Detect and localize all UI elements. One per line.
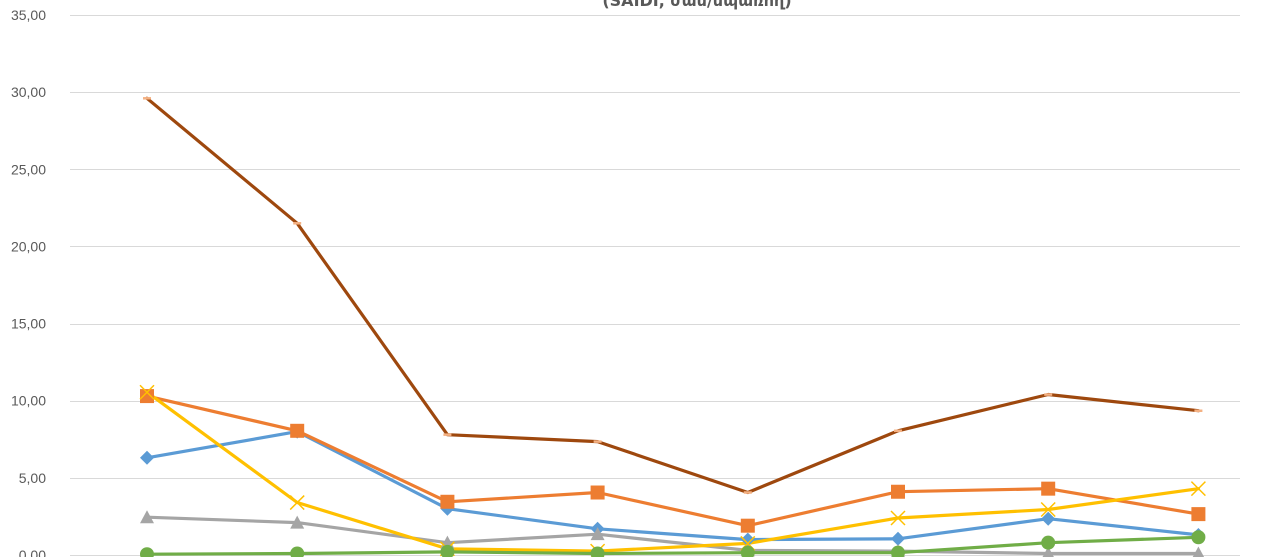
data-point-marker — [140, 547, 154, 557]
series-line-2 — [145, 394, 1201, 528]
chart-title: (SAIDI, ժամ/սպառող) — [602, 0, 791, 10]
data-point-marker — [1041, 481, 1056, 496]
data-point-marker — [290, 423, 305, 438]
data-point-marker — [290, 546, 305, 557]
data-point-marker — [140, 389, 154, 404]
data-point-marker — [1040, 501, 1056, 518]
data-point-marker — [140, 510, 154, 524]
series-line-6 — [145, 96, 1201, 495]
data-point-marker — [1190, 481, 1206, 497]
data-point-marker — [1041, 511, 1056, 526]
data-point-marker — [139, 384, 155, 400]
series-line-5 — [145, 535, 1201, 556]
data-point-marker — [1191, 530, 1206, 545]
series-line-3 — [145, 515, 1201, 556]
data-point-marker — [1192, 546, 1205, 557]
y-tick-label: 0,00 — [19, 547, 46, 557]
data-point-marker — [590, 527, 605, 541]
data-point-marker — [1041, 535, 1056, 550]
y-tick-label: 35,00 — [11, 7, 46, 23]
y-tick-label: 15,00 — [11, 316, 46, 332]
data-point-marker — [289, 495, 305, 511]
series-markers — [139, 97, 1206, 557]
data-point-marker — [590, 546, 605, 557]
data-point-marker — [891, 531, 905, 546]
series-line-4 — [145, 390, 1201, 553]
data-point-marker — [890, 510, 906, 526]
y-tick-label: 10,00 — [11, 393, 46, 409]
y-tick-label: 30,00 — [11, 84, 46, 100]
y-tick-label: 20,00 — [11, 238, 46, 254]
data-point-marker — [440, 494, 455, 509]
data-point-marker — [891, 545, 905, 557]
data-point-marker — [740, 518, 755, 533]
data-point-marker — [140, 450, 154, 465]
series-line-1 — [145, 430, 1201, 542]
series-lines — [145, 96, 1201, 556]
y-tick-label: 5,00 — [19, 470, 46, 486]
data-point-marker — [1042, 546, 1054, 557]
y-tick-label: 25,00 — [11, 161, 46, 177]
data-point-marker — [590, 485, 605, 500]
data-point-marker — [290, 515, 305, 529]
data-point-marker — [891, 484, 905, 499]
data-point-marker — [740, 545, 755, 557]
gridlines — [70, 15, 1240, 556]
data-point-marker — [440, 544, 455, 557]
data-point-marker — [740, 532, 755, 547]
y-axis-ticks: 0,00 5,00 10,00 15,00 20,00 25,00 30,00 35,00 — [11, 7, 46, 557]
data-point-marker — [1191, 507, 1206, 522]
